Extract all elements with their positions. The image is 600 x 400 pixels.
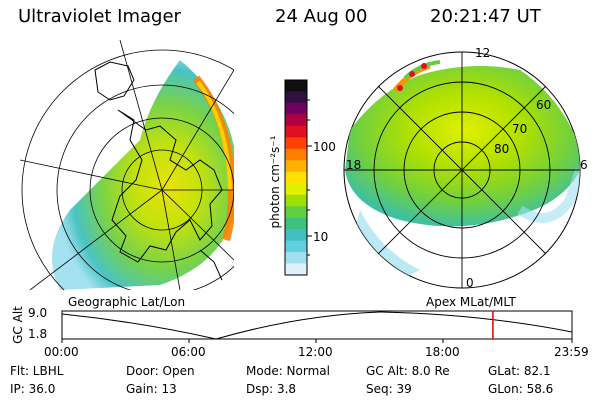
apex-caption: Apex MLat/MLT [426, 295, 516, 309]
auroral-emission-left [52, 60, 234, 290]
colorbar-segment [285, 229, 307, 242]
info-glat: GLat: 82.1 [488, 364, 551, 378]
colorbar-segment [285, 102, 307, 115]
mlat-label-60: 60 [536, 98, 552, 112]
altitude-timeline [61, 310, 573, 343]
geographic-caption: Geographic Lat/Lon [68, 295, 186, 309]
altitude-curve [61, 311, 573, 340]
colorbar-segment [285, 194, 307, 207]
colorbar-segment [285, 263, 307, 276]
info-door: Door: Open [126, 364, 195, 378]
colorbar-segment [285, 148, 307, 161]
timeline-xtick-0600: 06:00 [171, 345, 206, 359]
colorbar-segment [285, 252, 307, 265]
mlt-label-12: 12 [475, 46, 491, 60]
info-gcalt: GC Alt: 8.0 Re [366, 364, 450, 378]
colorbar-segment [285, 160, 307, 173]
colorbar-unit-label: photon cm⁻²s⁻¹ [268, 135, 282, 229]
mlat-label-70: 70 [512, 122, 528, 136]
coastlines [94, 61, 223, 281]
info-glon: GLon: 58.6 [488, 382, 554, 396]
mlt-label-0: 0 [466, 276, 474, 290]
lat-lon-grid [20, 40, 234, 290]
mlt-label-18: 18 [346, 158, 362, 172]
timeline-ytick-9: 9.0 [28, 306, 48, 320]
colorbar-segment [285, 80, 307, 92]
timeline-xtick-1800: 18:00 [425, 345, 460, 359]
info-seq: Seq: 39 [366, 382, 412, 396]
colorbar-tick-10: 10 [313, 230, 329, 244]
geographic-map [20, 40, 234, 290]
mlat-label-80: 80 [494, 142, 510, 156]
colorbar-segment [285, 183, 307, 196]
info-mode: Mode: Normal [246, 364, 330, 378]
info-ip: IP: 36.0 [10, 382, 56, 396]
colorbar-tick-100: 100 [313, 140, 336, 154]
colorbar-segment [285, 125, 307, 138]
timeline-xtick-1200: 12:00 [298, 345, 333, 359]
colorbar-segment [285, 240, 307, 253]
mlat-mlt-grid [344, 52, 580, 288]
colorbar-segment [285, 91, 307, 104]
colorbar-segment [285, 171, 307, 184]
magnetic-map [343, 51, 581, 289]
colorbar-segment [285, 217, 307, 230]
timeline-xtick-2359: 23:59 [554, 345, 589, 359]
instrument-title: Ultraviolet Imager [18, 6, 181, 27]
info-flt: Flt: LBHL [10, 364, 64, 378]
colorbar-segment [285, 137, 307, 150]
timeline-ytick-1-8: 1.8 [28, 327, 48, 341]
color-bar [285, 80, 307, 276]
date-label: 24 Aug 00 [275, 6, 368, 27]
mlt-label-6: 6 [580, 158, 588, 172]
colorbar-segment [285, 206, 307, 219]
timeline-ylabel: GC Alt [11, 306, 25, 344]
timeline-xtick-0000: 00:00 [44, 345, 79, 359]
auroral-emission-right [345, 66, 580, 227]
info-dsp: Dsp: 3.8 [246, 382, 297, 396]
info-gain: Gain: 13 [126, 382, 177, 396]
colorbar-segment [285, 114, 307, 127]
time-label: 20:21:47 UT [430, 6, 541, 27]
